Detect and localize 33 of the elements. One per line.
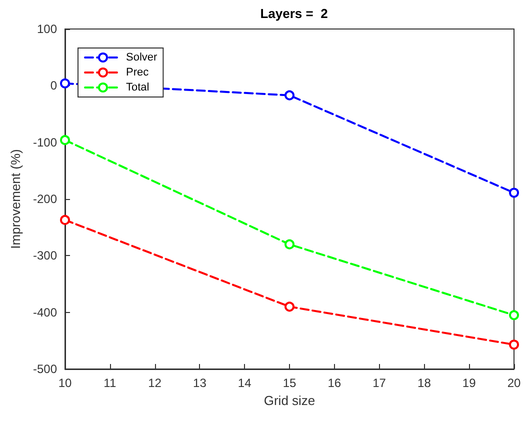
- x-tick-label: 10: [58, 376, 72, 390]
- point: [284, 239, 294, 250]
- point: [60, 135, 70, 146]
- point: [284, 90, 294, 100]
- y-tick-label: -400: [32, 305, 58, 320]
- legend-label: Prec: [126, 66, 150, 78]
- y-tick-label: -300: [32, 248, 58, 263]
- y-tick-label: 100: [36, 22, 58, 36]
- y-axis-title: Improvement (%): [8, 149, 24, 249]
- legend-label: Solver: [126, 52, 158, 64]
- x-tick-label: 13: [193, 376, 207, 390]
- y-tick-label: -500: [32, 362, 58, 376]
- x-tick-label: 12: [148, 376, 162, 390]
- point: [60, 214, 70, 225]
- legend-label: Total: [126, 82, 150, 94]
- y-tick-label: -200: [32, 192, 58, 206]
- point: [284, 302, 294, 312]
- y-tick-label: -100: [32, 135, 58, 150]
- x-tick-label: 17: [372, 376, 386, 390]
- y-tick-label: 0: [50, 78, 58, 93]
- x-tick-label: 18: [418, 376, 432, 390]
- point: [60, 78, 70, 88]
- chart-title: Layers = 2: [260, 6, 328, 21]
- x-tick-label: 19: [462, 376, 476, 390]
- point: [509, 310, 519, 320]
- x-tick-label: 16: [328, 376, 342, 390]
- x-tick-label: 20: [507, 376, 521, 390]
- x-axis-title: Grid size: [264, 392, 316, 408]
- x-tick-label: 15: [282, 376, 296, 390]
- point: [509, 188, 519, 198]
- x-tick-label: 14: [238, 376, 252, 390]
- point: [509, 340, 519, 350]
- x-tick-label: 11: [104, 376, 116, 390]
